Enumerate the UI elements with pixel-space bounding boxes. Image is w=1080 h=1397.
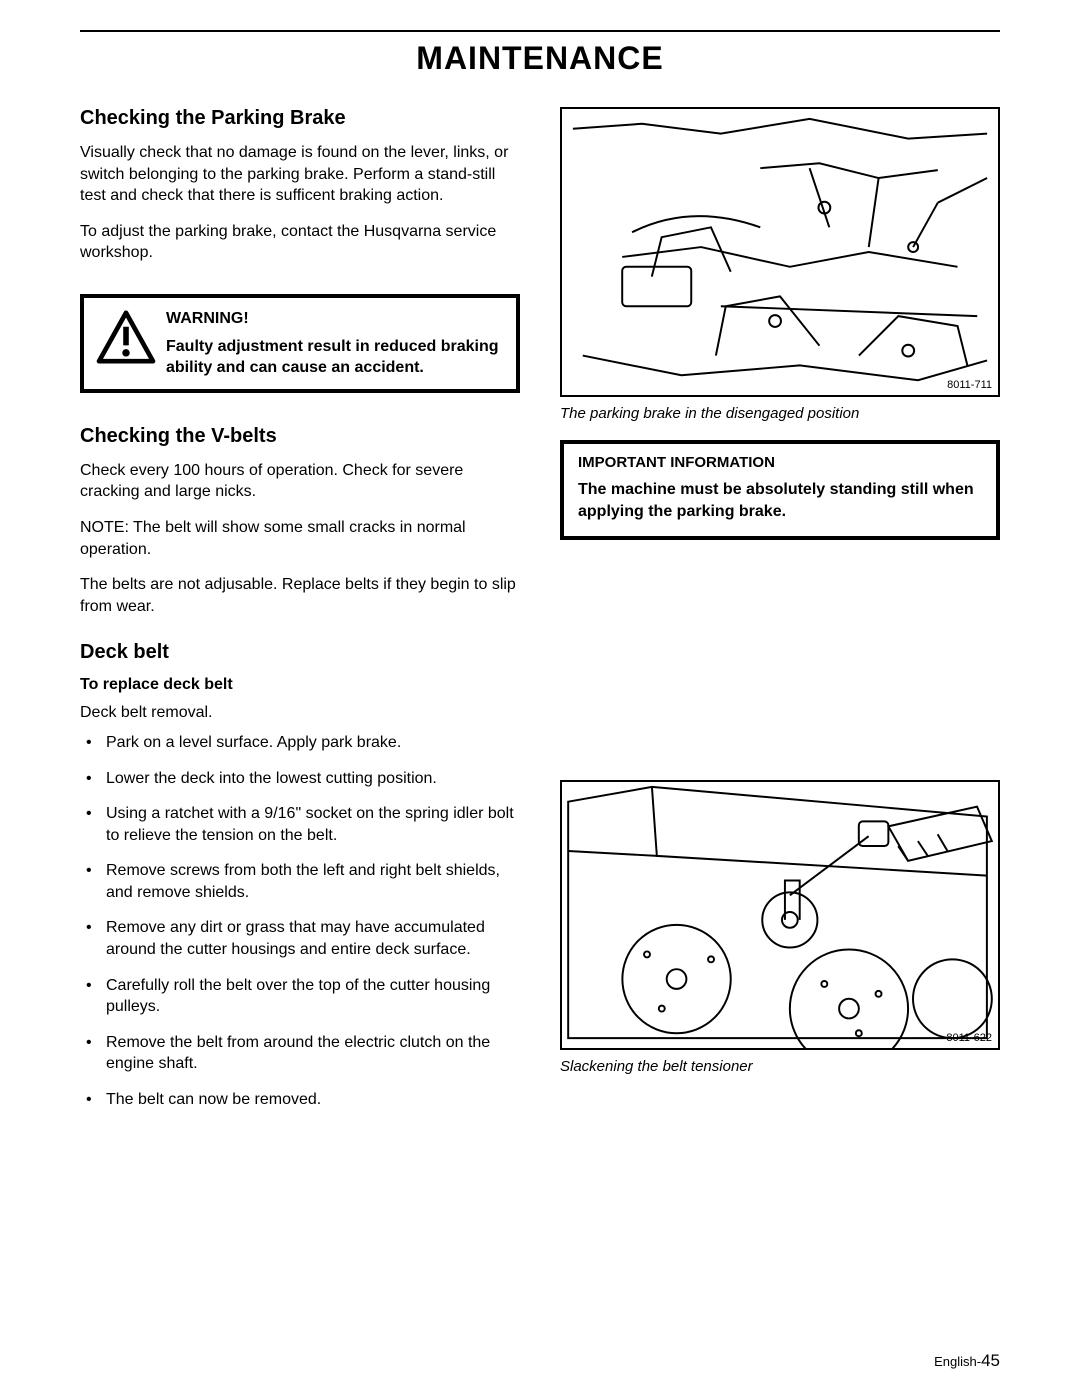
figure-number: 8011-622 xyxy=(946,1032,992,1044)
spacer xyxy=(560,540,1000,780)
body-paragraph: Check every 100 hours of operation. Chec… xyxy=(80,460,520,503)
figure-number: 8011-711 xyxy=(947,379,992,391)
deck-belt-steps-list: Park on a level surface. Apply park brak… xyxy=(80,732,520,1111)
body-paragraph: To adjust the parking brake, contact the… xyxy=(80,221,520,264)
page-footer: English-45 xyxy=(934,1351,1000,1371)
section-heading-vbelts: Checking the V-belts xyxy=(80,425,520,448)
subheading-replace-deckbelt: To replace deck belt xyxy=(80,676,520,694)
figure-parking-brake: 8011-711 xyxy=(560,107,1000,397)
list-item: Remove the belt from around the electric… xyxy=(106,1032,520,1075)
top-rule xyxy=(80,30,1000,32)
list-item: Remove screws from both the left and rig… xyxy=(106,860,520,903)
body-paragraph: The belts are not adjusable. Replace bel… xyxy=(80,574,520,617)
right-column: 8011-711 The parking brake in the diseng… xyxy=(560,107,1000,1125)
list-item: Lower the deck into the lowest cutting p… xyxy=(106,768,520,790)
footer-label: English- xyxy=(934,1354,981,1369)
list-item: Remove any dirt or grass that may have a… xyxy=(106,917,520,960)
figure-belt-tensioner: 8011-622 xyxy=(560,780,1000,1050)
list-item: Using a ratchet with a 9/16" socket on t… xyxy=(106,803,520,846)
warning-triangle-icon xyxy=(96,308,166,369)
two-column-layout: Checking the Parking Brake Visually chec… xyxy=(80,107,1000,1125)
warning-body: Faulty adjustment result in reduced brak… xyxy=(166,338,499,377)
body-paragraph: NOTE: The belt will show some small crac… xyxy=(80,517,520,560)
info-header: IMPORTANT INFORMATION xyxy=(578,454,982,471)
left-column: Checking the Parking Brake Visually chec… xyxy=(80,107,520,1125)
warning-text: WARNING! Faulty adjustment result in red… xyxy=(166,308,504,379)
section-heading-deckbelt: Deck belt xyxy=(80,641,520,664)
info-body: The machine must be absolutely standing … xyxy=(578,481,974,520)
list-item: Park on a level surface. Apply park brak… xyxy=(106,732,520,754)
warning-header: WARNING! xyxy=(166,308,504,330)
body-paragraph: Deck belt removal. xyxy=(80,702,520,724)
body-paragraph: Visually check that no damage is found o… xyxy=(80,142,520,207)
warning-box: WARNING! Faulty adjustment result in red… xyxy=(80,294,520,393)
list-item: Carefully roll the belt over the top of … xyxy=(106,975,520,1018)
footer-page-number: 45 xyxy=(981,1351,1000,1370)
section-heading-parking-brake: Checking the Parking Brake xyxy=(80,107,520,130)
figure-caption: The parking brake in the disengaged posi… xyxy=(560,405,1000,422)
list-item: The belt can now be removed. xyxy=(106,1089,520,1111)
figure-caption: Slackening the belt tensioner xyxy=(560,1058,1000,1075)
important-info-box: IMPORTANT INFORMATION The machine must b… xyxy=(560,440,1000,540)
page-title: MAINTENANCE xyxy=(80,40,1000,77)
